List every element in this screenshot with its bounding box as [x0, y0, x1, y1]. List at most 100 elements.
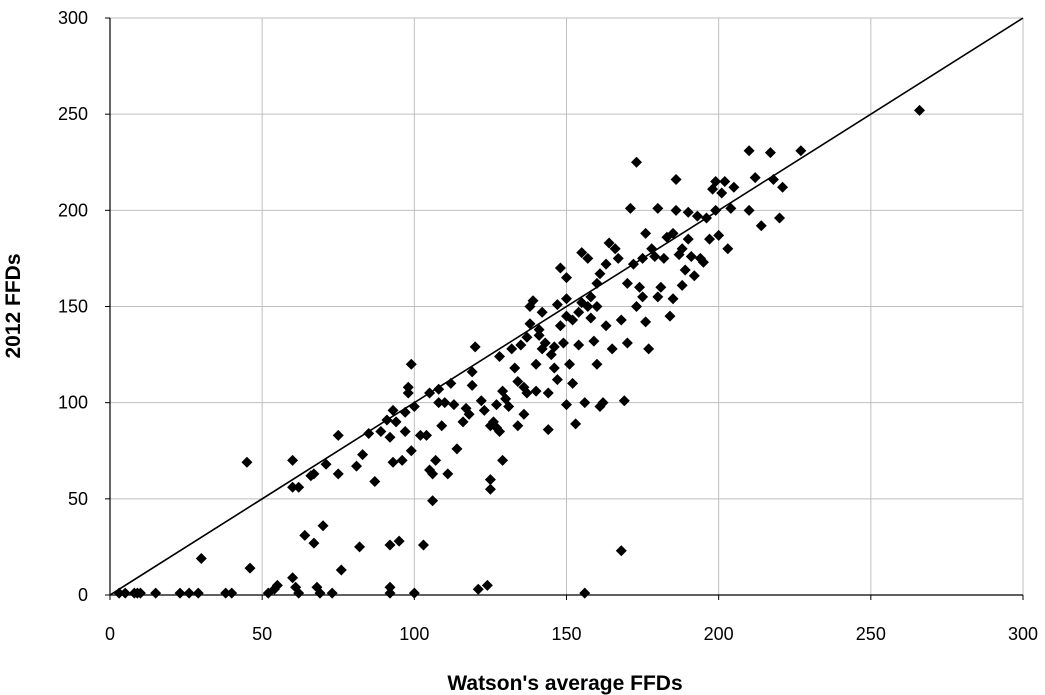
data-point: [439, 397, 451, 409]
data-point: [767, 174, 779, 186]
data-point: [542, 387, 554, 399]
data-point: [554, 320, 566, 332]
data-point: [542, 424, 554, 436]
data-point: [484, 474, 496, 486]
reference-line: [109, 17, 1024, 596]
data-point: [618, 395, 630, 407]
data-point: [332, 429, 344, 441]
data-point: [743, 204, 755, 216]
data-point: [795, 145, 807, 157]
x-tick-label: 200: [704, 624, 734, 644]
data-point: [743, 145, 755, 157]
data-point: [308, 537, 320, 549]
data-point: [603, 237, 615, 249]
x-tick-label: 250: [856, 624, 886, 644]
reference-line-layer: [109, 17, 1024, 596]
data-point: [512, 420, 524, 432]
data-point: [725, 202, 737, 214]
data-point: [722, 243, 734, 255]
data-point: [664, 310, 676, 322]
data-point: [393, 535, 405, 547]
data-point: [414, 429, 426, 441]
y-tick-label: 150: [58, 297, 88, 317]
data-point: [466, 379, 478, 391]
data-point: [536, 306, 548, 318]
data-point: [774, 212, 786, 224]
data-point: [509, 362, 521, 374]
data-point: [351, 460, 363, 472]
data-point: [396, 454, 408, 466]
data-point: [335, 564, 347, 576]
data-point: [369, 476, 381, 488]
data-point: [679, 264, 691, 276]
data-point: [524, 318, 536, 330]
data-point: [621, 337, 633, 349]
data-point: [719, 175, 731, 187]
data-point: [421, 429, 433, 441]
data-point: [624, 202, 636, 214]
data-point: [518, 408, 530, 420]
data-point: [503, 401, 515, 413]
point-layer: [113, 104, 926, 599]
data-point: [442, 468, 454, 480]
data-point: [606, 343, 618, 355]
x-tick-label: 50: [252, 624, 272, 644]
data-point: [533, 329, 545, 341]
data-point: [539, 337, 551, 349]
data-point: [381, 414, 393, 426]
data-point: [682, 233, 694, 245]
data-point: [630, 301, 642, 312]
data-point: [554, 262, 566, 274]
data-point: [561, 293, 572, 305]
data-point: [551, 299, 563, 311]
data-point: [384, 581, 396, 593]
data-point: [183, 587, 195, 599]
data-point: [220, 587, 232, 599]
data-point: [478, 404, 490, 416]
data-point: [481, 579, 493, 591]
data-point: [576, 247, 588, 259]
data-point: [621, 277, 633, 289]
data-point: [384, 539, 396, 551]
data-point: [512, 376, 524, 388]
data-point: [244, 562, 256, 574]
data-point: [567, 377, 579, 389]
data-point: [670, 204, 682, 216]
data-point: [643, 343, 655, 355]
data-point: [755, 220, 767, 232]
data-point: [612, 252, 624, 264]
data-point: [427, 495, 439, 507]
data-point: [497, 454, 509, 466]
data-point: [308, 468, 320, 480]
data-point: [424, 387, 436, 399]
data-point: [469, 341, 481, 353]
data-point: [293, 481, 305, 493]
data-point: [494, 351, 506, 363]
data-point: [466, 366, 478, 378]
x-axis-title: Watson's average FFDs: [447, 672, 682, 695]
data-point: [436, 420, 448, 432]
data-point: [287, 454, 299, 466]
data-point: [427, 468, 439, 480]
y-tick-label: 50: [68, 489, 88, 509]
data-point: [548, 341, 560, 353]
y-tick-label: 250: [58, 104, 88, 124]
data-point: [749, 172, 761, 184]
data-point: [585, 312, 597, 324]
data-point: [174, 587, 186, 599]
data-point: [594, 268, 606, 280]
data-point: [561, 272, 572, 284]
data-point: [691, 210, 703, 222]
data-point: [402, 381, 414, 393]
data-point: [445, 377, 457, 389]
data-point: [649, 250, 661, 262]
data-point: [317, 520, 329, 532]
data-point: [113, 587, 125, 599]
data-point: [658, 252, 670, 264]
data-point: [914, 104, 926, 116]
data-point: [472, 583, 484, 595]
data-point: [521, 331, 533, 343]
data-point: [457, 416, 469, 428]
data-point: [530, 385, 542, 397]
